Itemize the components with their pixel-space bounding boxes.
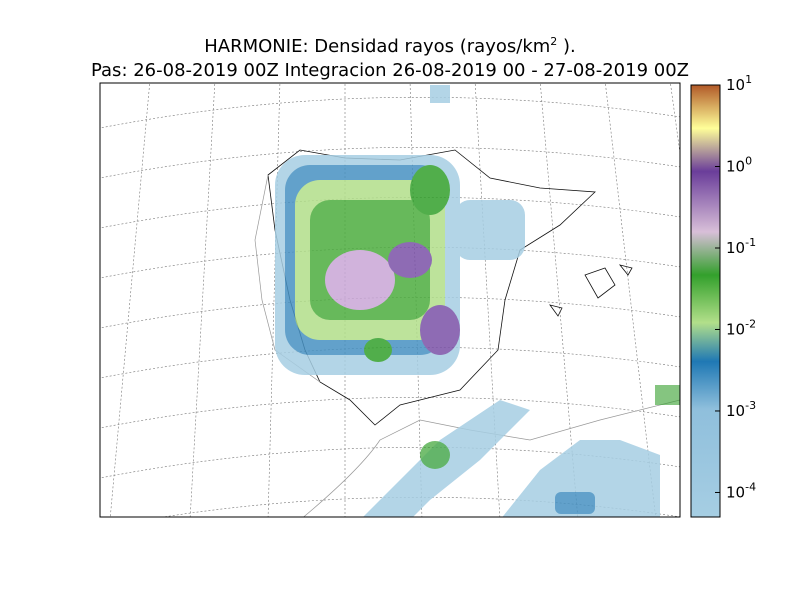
- title-text: ).: [557, 36, 575, 57]
- colorbar-tick-label: 10-2: [726, 317, 756, 338]
- tick-exponent: 0: [745, 154, 752, 167]
- tick-base: 10: [726, 239, 745, 257]
- colorbar-tick-label: 100: [726, 154, 752, 175]
- tick-exponent: -3: [745, 399, 756, 412]
- colorbar-tick-label: 10-3: [726, 399, 756, 420]
- tick-base: 10: [726, 402, 745, 420]
- tick-exponent: -4: [745, 480, 756, 493]
- tick-base: 10: [726, 320, 745, 338]
- tick-base: 10: [726, 157, 745, 175]
- tick-base: 10: [726, 483, 745, 501]
- colorbar: [690, 84, 721, 518]
- title-line-1: HARMONIE: Densidad rayos (rayos/km2 ).: [204, 35, 576, 57]
- colorbar-tick-label: 101: [726, 73, 752, 94]
- colorbar-tick-label: 10-1: [726, 236, 756, 257]
- map-frame: [99, 82, 681, 518]
- tick-exponent: -1: [745, 236, 756, 249]
- colorbar-tick-label: 10-4: [726, 480, 756, 501]
- title-superscript: 2: [550, 35, 557, 48]
- title-text: HARMONIE: Densidad rayos (rayos/km: [204, 36, 550, 57]
- title-line-2: Pas: 26-08-2019 00Z Integracion 26-08-20…: [91, 60, 689, 81]
- tick-exponent: 1: [745, 73, 752, 86]
- islands: [549, 264, 633, 317]
- map-panel: [100, 83, 680, 517]
- lightning-density: [275, 85, 680, 517]
- tick-base: 10: [726, 76, 745, 94]
- tick-exponent: -2: [745, 317, 756, 330]
